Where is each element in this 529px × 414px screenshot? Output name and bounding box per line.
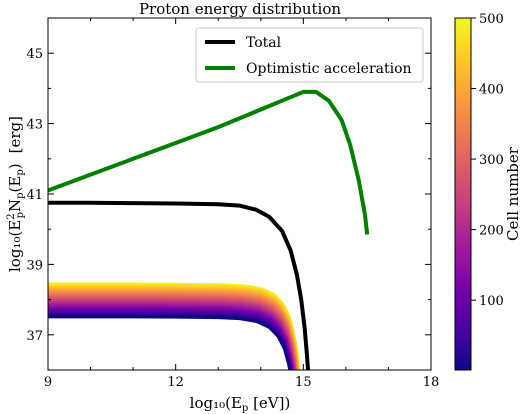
x-axis-ticks: 9 12 15 18 (44, 18, 439, 390)
legend-label-optimistic: Optimistic acceleration (246, 61, 412, 77)
x-tick-label: 9 (44, 375, 52, 390)
colorbar-tick-label: 300 (479, 153, 504, 168)
legend: Total Optimistic acceleration (195, 27, 424, 83)
colorbar-gradient (454, 17, 472, 371)
series-lines (48, 89, 370, 370)
x-axis-label: log₁₀(Ep [eV]) (190, 394, 291, 414)
colorbar-tick-label: 500 (479, 12, 504, 27)
colorbar-label: Cell number (504, 146, 522, 241)
x-tick-label: 15 (295, 375, 312, 390)
colorbar-ticks: 100 200 300 400 500 (471, 12, 504, 309)
chart-title: Proton energy distribution (139, 0, 341, 18)
y-tick-label: 39 (26, 258, 43, 273)
y-tick-label: 45 (26, 47, 43, 62)
cell-curve (48, 316, 291, 370)
y-axis-label: log₁₀(E2pNp(Ep)[erg] (6, 116, 26, 272)
series-line-total (48, 200, 311, 370)
x-tick-label: 18 (423, 375, 440, 390)
y-tick-label: 37 (26, 329, 43, 344)
y-tick-label: 43 (26, 118, 43, 133)
colorbar-tick-label: 400 (479, 83, 504, 98)
colorbar: 100 200 300 400 500 Cell number (454, 12, 522, 371)
legend-label-total: Total (246, 35, 282, 51)
cell-curves (48, 282, 301, 370)
y-axis-ticks: 37 39 41 43 45 (26, 17, 431, 371)
colorbar-tick-label: 200 (479, 224, 504, 239)
legend-box (195, 27, 424, 83)
x-tick-label: 12 (167, 375, 184, 390)
series-line-optimistic (48, 89, 370, 235)
y-tick-label: 41 (26, 188, 43, 203)
colorbar-tick-label: 100 (479, 294, 504, 309)
plot-area: 9 12 15 18 37 39 41 43 45 (26, 17, 439, 390)
